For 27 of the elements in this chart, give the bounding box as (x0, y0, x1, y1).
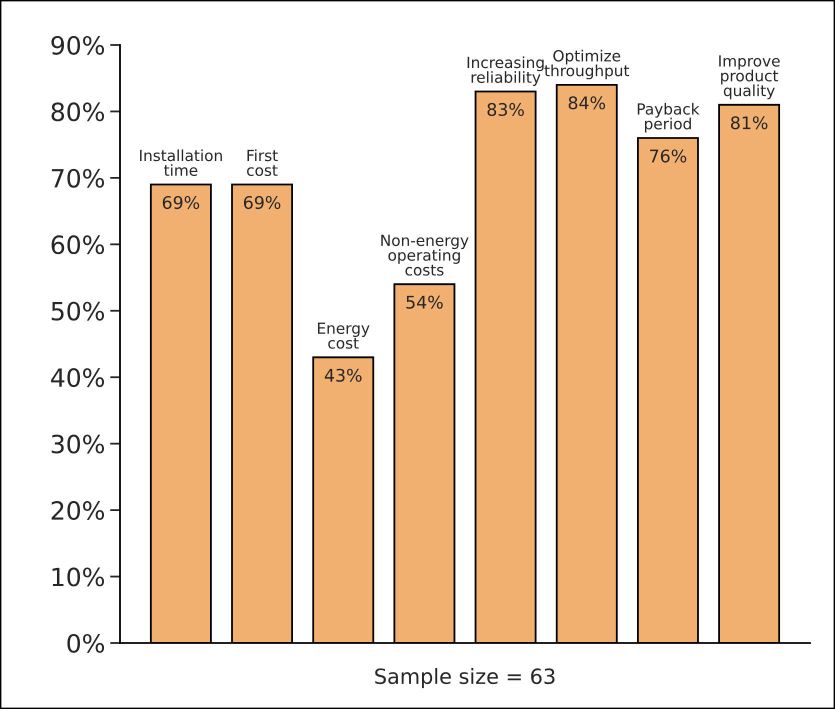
data-label: 69% (244, 196, 280, 210)
x-tick-label: Payback period (638, 102, 700, 132)
y-tick-label: 30% (52, 434, 104, 454)
data-label: 43% (324, 368, 362, 382)
y-tick-label: 0% (67, 634, 104, 653)
data-label: 54% (406, 296, 443, 309)
y-tick-label: 70% (52, 168, 104, 188)
y-tick-label: 90% (51, 36, 104, 55)
data-label: 84% (568, 96, 606, 110)
x-tick-label: Improve product quality (719, 55, 780, 100)
y-tick-label: 80% (52, 102, 104, 122)
data-label: 81% (731, 116, 768, 130)
y-tick-label: 50% (52, 302, 104, 321)
x-tick-label: Increasing reliability (468, 56, 544, 86)
y-tick-label: 20% (52, 501, 104, 520)
y-tick-label: 40% (51, 368, 104, 388)
x-tick-label: Optimize throughput (544, 50, 630, 80)
y-tick-label: 10% (52, 568, 104, 586)
y-tick-label: 60% (52, 235, 104, 254)
x-tick-label: Installation time (140, 149, 222, 176)
x-axis-title: Sample size = 63 (375, 668, 554, 688)
x-tick-label: Non-energy operating costs (381, 234, 469, 276)
data-label: 83% (487, 102, 524, 116)
x-tick-label: Energy cost (318, 322, 370, 349)
data-label: 69% (162, 196, 200, 210)
data-label: 76% (650, 149, 686, 163)
x-tick-label: First cost (247, 149, 278, 176)
